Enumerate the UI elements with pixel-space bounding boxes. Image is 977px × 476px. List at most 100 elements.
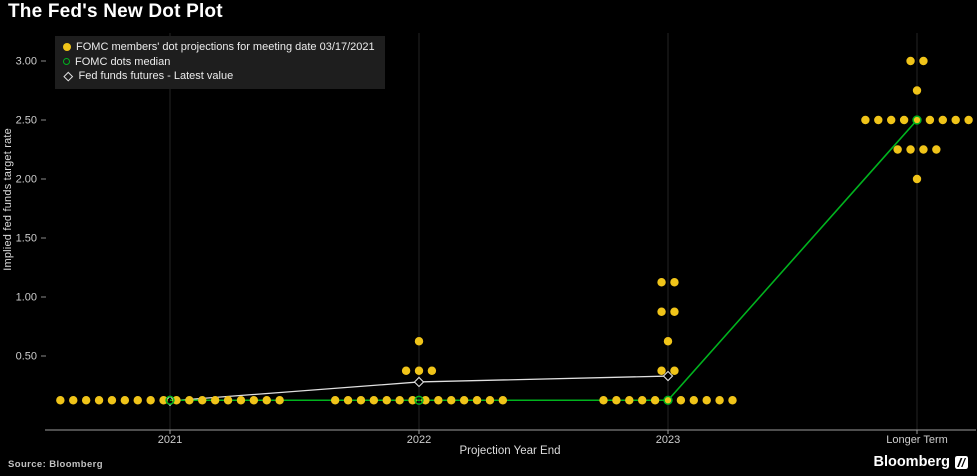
fomc-dot bbox=[657, 366, 666, 375]
median-marker bbox=[912, 115, 922, 125]
median-marker bbox=[414, 395, 424, 405]
median-marker bbox=[663, 395, 673, 405]
y-tick-label: 2.00 bbox=[16, 174, 37, 186]
fomc-dot bbox=[236, 396, 246, 405]
fomc-dot bbox=[343, 396, 353, 405]
fomc-dot bbox=[670, 278, 679, 287]
fomc-dot bbox=[702, 396, 711, 405]
median-line bbox=[170, 119, 918, 402]
fomc-dot bbox=[612, 396, 621, 405]
fomc-dot bbox=[107, 396, 117, 405]
fomc-dot bbox=[964, 115, 973, 125]
fomc-dot bbox=[625, 396, 634, 405]
y-tick-label: 1.50 bbox=[16, 233, 37, 245]
y-axis-label: Implied fed funds target rate bbox=[2, 128, 14, 271]
fomc-dot bbox=[599, 396, 608, 405]
fomc-dot bbox=[159, 396, 168, 405]
y-tick-label: 1.00 bbox=[16, 292, 37, 304]
y-tick-label: 2.50 bbox=[16, 115, 37, 127]
fomc-dot bbox=[932, 145, 941, 154]
yellow-dot-icon bbox=[63, 43, 71, 52]
source-text: Source: Bloomberg bbox=[8, 459, 103, 470]
x-tick-label: 2022 bbox=[407, 434, 431, 446]
fomc-dot bbox=[356, 396, 366, 405]
fomc-dot bbox=[498, 396, 508, 405]
x-tick-label: 2023 bbox=[656, 434, 680, 446]
median-marker bbox=[165, 395, 175, 405]
fomc-dot bbox=[198, 396, 207, 405]
fomc-dot bbox=[421, 396, 430, 405]
fomc-dot bbox=[427, 366, 437, 375]
fomc-dot bbox=[434, 396, 443, 405]
fomc-dot bbox=[382, 396, 391, 405]
fomc-dot bbox=[408, 396, 417, 405]
y-tick-label: 0.50 bbox=[16, 351, 37, 363]
fomc-dot bbox=[912, 115, 922, 125]
fomc-dot bbox=[638, 396, 647, 405]
fomc-dot bbox=[919, 145, 928, 154]
fomc-dot bbox=[715, 396, 724, 405]
fomc-dot bbox=[414, 337, 424, 346]
white-diamond-icon bbox=[63, 71, 73, 82]
legend-label-dot-projections: FOMC members' dot projections for meetin… bbox=[76, 41, 375, 54]
fomc-dot bbox=[899, 115, 909, 125]
fomc-dot bbox=[925, 115, 935, 125]
fomc-dot bbox=[395, 396, 404, 405]
bloomberg-mark-icon bbox=[955, 455, 968, 469]
fomc-dot bbox=[172, 396, 181, 405]
x-axis-label: Projection Year End bbox=[459, 445, 561, 457]
futures-diamond-marker bbox=[413, 376, 425, 388]
fomc-dot bbox=[56, 396, 65, 405]
fomc-dot bbox=[861, 115, 870, 125]
fomc-dot bbox=[210, 396, 220, 405]
fomc-dot bbox=[275, 396, 284, 405]
fomc-dot bbox=[414, 366, 424, 375]
chart-title: The Fed's New Dot Plot bbox=[8, 1, 223, 22]
fomc-dot bbox=[133, 396, 142, 405]
x-tick-label: Longer Term bbox=[886, 434, 948, 446]
fomc-dot bbox=[447, 396, 456, 405]
fomc-dot bbox=[401, 366, 411, 375]
fomc-dot bbox=[262, 396, 271, 405]
fomc-dot bbox=[906, 145, 915, 154]
bloomberg-wordmark: Bloomberg bbox=[873, 454, 950, 470]
fomc-dot bbox=[657, 307, 666, 316]
x-tick-label: 2021 bbox=[158, 434, 182, 446]
fomc-dot bbox=[689, 396, 698, 405]
fomc-dot bbox=[912, 86, 922, 95]
legend-item-median: FOMC dots median bbox=[63, 55, 375, 70]
fomc-dot bbox=[887, 115, 896, 125]
fomc-dot bbox=[223, 396, 233, 405]
fomc-dot bbox=[893, 145, 902, 154]
fomc-dot bbox=[81, 396, 91, 405]
fomc-dot bbox=[120, 396, 130, 405]
fomc-dot bbox=[650, 396, 660, 405]
legend-label-futures: Fed funds futures - Latest value bbox=[78, 70, 234, 83]
fomc-dot bbox=[663, 396, 673, 405]
fomc-dot bbox=[912, 174, 922, 184]
legend-item-futures: Fed funds futures - Latest value bbox=[63, 69, 375, 84]
fomc-dot bbox=[874, 115, 883, 125]
fomc-dot bbox=[94, 396, 104, 405]
fomc-dot bbox=[906, 56, 915, 66]
fomc-dot bbox=[459, 396, 469, 405]
green-circle-icon bbox=[63, 58, 70, 66]
legend-item-dot-projections: FOMC members' dot projections for meetin… bbox=[63, 40, 375, 55]
y-tick-label: 3.00 bbox=[16, 56, 37, 68]
fomc-dot bbox=[485, 396, 495, 405]
legend-label-median: FOMC dots median bbox=[75, 55, 171, 68]
fomc-dot bbox=[663, 337, 673, 346]
fomc-dot bbox=[728, 396, 737, 405]
fomc-dot bbox=[472, 396, 482, 405]
fomc-dot bbox=[249, 396, 259, 405]
fomc-dot bbox=[938, 115, 947, 125]
futures-diamond-marker bbox=[662, 370, 674, 382]
chart-legend: FOMC members' dot projections for meetin… bbox=[55, 36, 385, 89]
fomc-dot bbox=[69, 396, 78, 405]
bloomberg-logo: Bloomberg bbox=[873, 454, 968, 470]
fomc-dot bbox=[670, 366, 679, 375]
fomc-dot bbox=[670, 307, 679, 316]
fomc-dot bbox=[919, 56, 928, 66]
